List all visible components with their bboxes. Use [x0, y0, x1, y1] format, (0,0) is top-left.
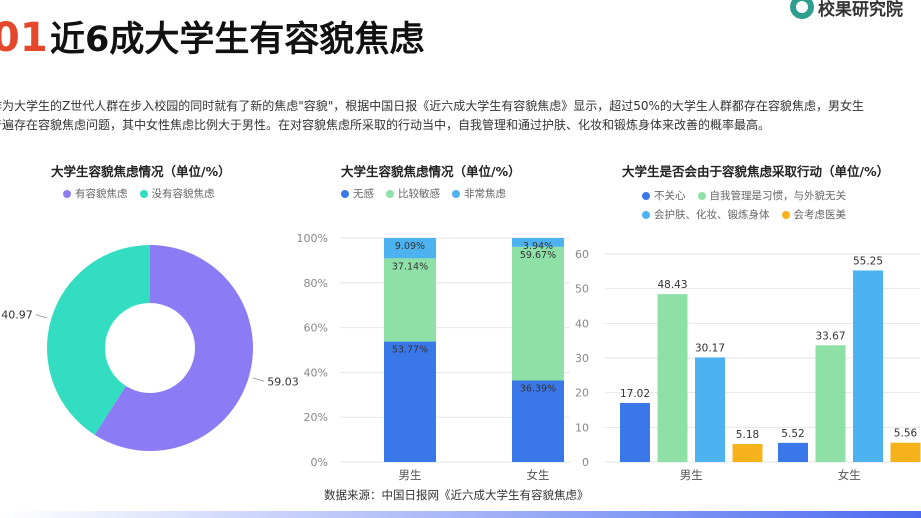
y-tick-label: 10	[575, 421, 589, 434]
legend-item: 没有容貌焦虑	[139, 186, 215, 201]
stacked-bar-segment	[384, 258, 436, 342]
y-tick-label: 40	[575, 317, 589, 330]
legend-item: 无感	[341, 186, 374, 201]
grouped-bar	[695, 357, 725, 462]
legend-label: 非常焦虑	[464, 188, 506, 200]
legend-label: 会考虑医美	[793, 209, 847, 221]
legend-item: 非常焦虑	[452, 186, 506, 201]
stacked-bar-segment	[384, 341, 436, 462]
x-tick-label: 男生	[399, 468, 422, 482]
x-tick-label: 女生	[527, 468, 550, 482]
bar-data-label: 5.56	[894, 428, 918, 440]
legend-label: 比较敏感	[398, 188, 440, 200]
grouped-chart-title: 大学生是否会由于容貌焦虑采取行动（单位/%）	[622, 164, 890, 179]
bar-data-label: 17.02	[620, 388, 650, 400]
legend-swatch	[697, 191, 706, 200]
stacked-bar-segment	[512, 380, 564, 462]
intro-paragraph: 作为大学生的Z世代人群在步入校园的同时就有了新的焦虑"容貌"，根据中国日报《近六…	[0, 97, 921, 135]
donut-chart-title: 大学生容貌焦虑情况（单位/%）	[51, 164, 231, 179]
grouped-bar	[620, 402, 650, 462]
donut-slice	[46, 245, 150, 435]
donut-leader-line	[252, 377, 265, 382]
logo-icon	[790, 0, 814, 19]
intro-line-1: 作为大学生的Z世代人群在步入校园的同时就有了新的焦虑"容貌"，根据中国日报《近六…	[0, 99, 864, 113]
logo-text: 校果研究院	[818, 0, 903, 20]
legend-item: 不关心	[642, 188, 686, 203]
y-tick-label: 30	[575, 352, 589, 365]
legend-item: 有容貌焦虑	[63, 186, 128, 201]
donut-data-label: 40.97	[1, 309, 33, 322]
legend-swatch	[63, 189, 71, 198]
data-source-note: 数据来源：中国日报网《近六成大学生有容貌焦虑》	[324, 488, 589, 502]
legend-swatch	[781, 210, 790, 219]
bar-data-label: 5.18	[736, 429, 759, 441]
grouped-bar	[853, 270, 883, 462]
segment-data-label: 3.94%	[523, 241, 553, 252]
stacked-bar-chart: 0% 20% 40% 60% 80% 100% 53.77% 37.14% 9.09% 男生 36.…	[297, 232, 570, 482]
y-tick-label: 80%	[304, 277, 328, 290]
legend-swatch	[386, 189, 394, 198]
footer-strip	[0, 511, 921, 518]
legend-item: 会护肤、化妆、锻炼身体	[642, 207, 770, 222]
y-tick-label: 100%	[297, 232, 328, 245]
legend-item: 会考虑医美	[781, 207, 847, 222]
intro-line-2: 普遍存在容貌焦虑问题，其中女性焦虑比例大于男性。在对容貌焦虑所采取的行动当中，自…	[0, 118, 771, 132]
stacked-chart-title: 大学生容貌焦虑情况（单位/%）	[341, 164, 521, 179]
donut-chart: 59.03 40.97	[1, 245, 299, 451]
brand-logo: 校果研究院	[790, 0, 903, 20]
segment-data-label: 53.77%	[392, 345, 428, 356]
y-tick-label: 0%	[311, 456, 328, 469]
x-tick-label: 男生	[680, 468, 703, 482]
legend-swatch	[452, 189, 460, 198]
donut-slice	[94, 245, 253, 451]
bar-data-label: 30.17	[695, 342, 725, 354]
legend-swatch	[341, 189, 349, 198]
legend-swatch	[642, 210, 650, 219]
bar-data-label: 33.67	[815, 330, 845, 342]
y-tick-label: 60%	[304, 322, 328, 335]
donut-legend: 有容貌焦虑 没有容貌焦虑	[63, 186, 227, 201]
legend-swatch	[642, 191, 650, 200]
bar-data-label: 5.52	[781, 428, 804, 440]
stacked-bar-segment	[512, 246, 564, 381]
stacked-legend: 无感 比较敏感 非常焦虑	[341, 186, 518, 201]
grouped-bar	[815, 345, 846, 462]
legend-label: 有容貌焦虑	[75, 188, 128, 200]
legend-label: 不关心	[654, 190, 686, 202]
segment-data-label: 37.14%	[392, 261, 428, 272]
bar-data-label: 55.25	[853, 255, 883, 267]
y-tick-label: 0	[582, 456, 589, 469]
segment-data-label: 9.09%	[395, 241, 425, 252]
segment-data-label: 59.67%	[520, 250, 556, 261]
stacked-bar-segment	[512, 238, 564, 247]
grouped-bar	[778, 442, 808, 462]
legend-label: 没有容貌焦虑	[151, 188, 215, 200]
y-tick-label: 20	[575, 387, 589, 400]
bar-data-label: 48.43	[657, 279, 687, 291]
legend-swatch	[139, 189, 148, 198]
grouped-bar	[890, 442, 921, 462]
grouped-legend-row-2: 会护肤、化妆、锻炼身体 会考虑医美	[642, 207, 858, 222]
legend-item: 比较敏感	[386, 186, 440, 201]
page-title: 近6成大学生有容貌焦虑	[50, 20, 425, 60]
y-tick-label: 50	[575, 283, 589, 296]
stacked-bar-segment	[384, 238, 436, 259]
y-tick-label: 40%	[304, 366, 328, 379]
donut-leader-line	[35, 314, 48, 319]
segment-data-label: 36.39%	[520, 383, 556, 394]
y-tick-label: 20%	[304, 411, 328, 424]
y-tick-label: 60	[575, 248, 589, 261]
legend-label: 会护肤、化妆、锻炼身体	[654, 209, 770, 221]
grouped-legend-row-1: 不关心 自我管理是习惯，与外貌无关	[642, 188, 858, 203]
grouped-bar	[732, 444, 763, 462]
legend-label: 无感	[353, 188, 374, 200]
grouped-bar-chart: 0 10 20 30 40 50 60 17.02 48.43 30.17 5.18 男生 5.52 33…	[575, 248, 921, 482]
grouped-bar	[657, 294, 688, 462]
section-number: 01	[0, 15, 48, 61]
donut-data-label: 59.03	[267, 375, 299, 388]
x-tick-label: 女生	[838, 468, 861, 482]
legend-item: 自我管理是习惯，与外貌无关	[697, 188, 847, 203]
legend-label: 自我管理是习惯，与外貌无关	[709, 190, 847, 202]
